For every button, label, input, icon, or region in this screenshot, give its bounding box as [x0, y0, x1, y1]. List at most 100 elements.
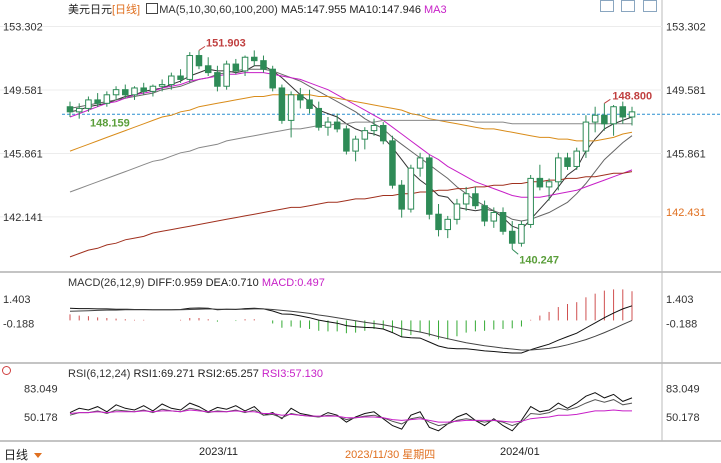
candle-body — [435, 213, 442, 231]
x-label-jan: 2024/01 — [500, 446, 540, 458]
annotation-high: 151.903 — [206, 37, 246, 49]
candle-body — [85, 99, 92, 109]
rsi3-value: RSI3:57.130 — [261, 368, 324, 380]
candle-body — [232, 63, 240, 72]
ma-line-ma30 — [69, 72, 633, 198]
macd-dea-line — [69, 308, 633, 351]
candle-body — [250, 56, 258, 62]
candle-body — [527, 177, 534, 225]
candle-body — [66, 106, 74, 113]
rsi-title: RSI(6,12,24) — [68, 368, 131, 380]
footer-period-label: 日线 — [4, 448, 29, 462]
candle-body — [582, 121, 590, 152]
candle-body — [610, 106, 617, 125]
candle-body — [306, 99, 313, 109]
candle-body — [287, 94, 295, 121]
annotation-current: 148.159 — [90, 117, 130, 129]
candle-body — [278, 87, 286, 121]
layout-icon[interactable] — [600, 0, 614, 12]
rsi-y-tick-right: 50.178 — [666, 412, 700, 424]
annotation-leader — [511, 248, 519, 255]
annotation-low: 140.247 — [519, 254, 559, 266]
period-label[interactable]: [日线] — [112, 4, 141, 16]
rsi1-value: RSI1:69.271 — [133, 368, 195, 380]
candle-body — [241, 56, 249, 72]
ma-line-ma10 — [69, 68, 633, 222]
macd-diff-line — [69, 305, 633, 354]
candle-body — [361, 130, 369, 140]
candle-body — [158, 84, 166, 87]
period-selector[interactable]: 日线 — [4, 446, 43, 463]
macd-diff: DIFF:0.959 — [147, 277, 203, 289]
candle-body — [619, 106, 627, 118]
candle-body — [297, 94, 304, 101]
macd-y-tick-right: -0.188 — [666, 318, 697, 330]
macd-header: MACD(26,12,9) DIFF:0.959 DEA:0.710 MACD:… — [68, 277, 325, 289]
rsi-y-tick-left: 50.178 — [24, 412, 58, 424]
ma10-value: MA10:147.946 — [349, 4, 421, 16]
y-tick-right: 153.302 — [666, 21, 706, 33]
candle-body — [398, 184, 405, 210]
candle-body — [462, 193, 470, 205]
ma-indicator-icon[interactable] — [146, 3, 159, 14]
candle-body — [407, 167, 415, 210]
candle-body — [564, 157, 571, 167]
ma-line-ma60 — [69, 94, 633, 152]
candle-body — [75, 107, 83, 113]
y-tick-right: 145.861 — [666, 148, 706, 160]
macd-title: MACD(26,12,9) — [68, 277, 145, 289]
candle-body — [545, 181, 553, 188]
candle-body — [131, 87, 138, 96]
rsi-header: RSI(6,12,24) RSI1:69.271 RSI2:65.257 RSI… — [68, 368, 323, 380]
candle-body — [628, 111, 636, 118]
candle-body — [472, 193, 479, 207]
candle-body — [508, 230, 516, 244]
y-tick-left: 142.141 — [3, 212, 43, 224]
candle-body — [204, 65, 212, 74]
x-label-nov: 2023/11 — [199, 446, 238, 458]
candle-body — [177, 75, 184, 80]
candle-body — [94, 99, 101, 104]
candle-body — [324, 121, 332, 128]
ma5-value: MA5:147.955 — [280, 4, 347, 16]
settings-icon[interactable] — [2, 366, 11, 375]
candle-body — [352, 138, 359, 152]
expand-icon[interactable] — [643, 0, 657, 12]
candle-body — [490, 212, 498, 222]
candle-body — [333, 121, 341, 130]
candle-body — [573, 150, 580, 167]
candle-body — [499, 212, 507, 232]
grid-icon[interactable] — [621, 0, 635, 12]
annotation-leader — [604, 98, 611, 104]
candle-body — [536, 177, 544, 188]
candle-body — [416, 157, 424, 169]
candle-body — [343, 128, 350, 152]
candle-body — [186, 55, 194, 80]
candle-body — [555, 157, 562, 183]
candle-body — [195, 55, 203, 67]
period-dropdown-icon[interactable] — [34, 453, 43, 459]
main-header: 美元日元[日线] MA(5,10,30,60,100,200) MA5:147.… — [68, 1, 447, 17]
rsi-y-tick-left: 83.049 — [24, 383, 58, 395]
candle-body — [140, 87, 147, 92]
rsi-line-rsi3 — [69, 409, 632, 423]
candle-body — [223, 63, 230, 87]
candle-body — [389, 140, 396, 186]
candle-body — [591, 114, 599, 123]
y-tick-right-highlight: 142.431 — [666, 207, 706, 219]
annotation-leader — [198, 45, 206, 51]
macd-dea: DEA:0.710 — [205, 277, 259, 289]
candle-body — [149, 85, 157, 92]
ma-title: MA(5,10,30,60,100,200) — [159, 4, 278, 16]
candle-body — [426, 157, 433, 215]
candle-body — [379, 124, 387, 142]
annotation-recent-high: 148.800 — [612, 90, 652, 102]
rsi2-value: RSI2:65.257 — [197, 368, 259, 380]
candle-body — [518, 223, 525, 244]
y-tick-left: 149.581 — [3, 85, 43, 97]
rsi-y-tick-right: 83.049 — [666, 383, 700, 395]
candle-body — [260, 60, 267, 70]
ma-line-ma100 — [69, 119, 632, 193]
